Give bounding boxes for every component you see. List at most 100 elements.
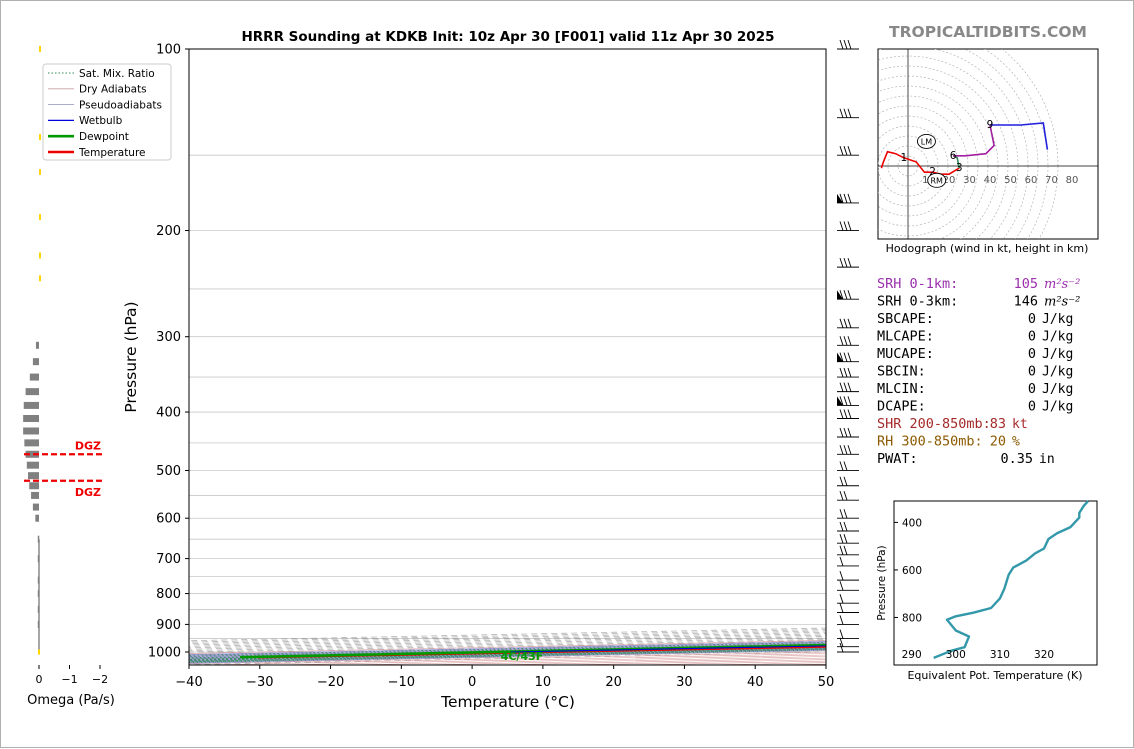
x-tick-label: 50 xyxy=(818,675,835,690)
barb-feather xyxy=(848,368,851,377)
omega-bar xyxy=(23,427,39,434)
wind-barb xyxy=(837,546,859,555)
barb-feather xyxy=(848,383,851,392)
omega-bar xyxy=(38,621,40,628)
legend-label: Pseudoadiabats xyxy=(79,99,162,111)
omega-bar xyxy=(29,482,39,489)
barb-feather xyxy=(848,146,851,155)
omega-bar xyxy=(27,462,39,469)
barb-feather xyxy=(840,222,843,231)
wind-barb xyxy=(837,146,859,155)
parameter-unit: m²s⁻² xyxy=(1044,295,1080,310)
omega-bar xyxy=(24,402,39,409)
hodograph-height-label: 6 xyxy=(950,150,957,162)
omega-bar-positive xyxy=(39,252,41,258)
wind-barb xyxy=(837,353,859,362)
parameter-row: RH 300-850mb:20% xyxy=(877,434,1020,450)
theta-e-frame xyxy=(894,501,1097,665)
parameter-unit: J/kg xyxy=(1042,347,1073,362)
hodograph-ring-label: 50 xyxy=(1004,175,1017,186)
x-tick-label: −40 xyxy=(175,675,202,690)
parameter-label: MUCAPE: xyxy=(877,346,934,362)
x-tick-label: 0 xyxy=(468,675,476,690)
parameter-label: PWAT: xyxy=(877,451,918,467)
barb-feather xyxy=(840,336,843,345)
barb-feather xyxy=(844,258,847,267)
hodograph-caption: Hodograph (wind in kt, height in km) xyxy=(886,242,1089,255)
y-tick-label: 100 xyxy=(156,43,181,58)
x-tick-label: −30 xyxy=(246,675,273,690)
wind-barb xyxy=(837,638,859,647)
barb-feather xyxy=(840,445,843,454)
wind-barb xyxy=(837,522,859,531)
theta-e-x-tick-label: 290 xyxy=(902,649,922,661)
plot-frame xyxy=(189,49,826,665)
omega-bar-positive xyxy=(39,46,41,52)
y-axis-title: Pressure (hPa) xyxy=(122,301,140,412)
barb-feather xyxy=(840,40,843,49)
theta-e-xlabel: Equivalent Pot. Temperature (K) xyxy=(907,669,1082,682)
parameter-unit: J/kg xyxy=(1042,365,1073,380)
barb-feather xyxy=(844,396,847,405)
barb-feather xyxy=(844,353,847,362)
omega-tick-label: −2 xyxy=(92,673,108,686)
barb-feather xyxy=(844,109,847,118)
wind-barb xyxy=(837,445,859,454)
wind-barb xyxy=(837,290,859,299)
parameter-label: SBCAPE: xyxy=(877,311,934,327)
parameter-unit: J/kg xyxy=(1042,400,1073,415)
omega-bar xyxy=(23,415,39,422)
barb-feather xyxy=(844,290,847,299)
storm-motion-label: LM xyxy=(921,137,932,146)
brand-watermark: TROPICALTIDBITS.COM xyxy=(889,23,1087,41)
wind-barb xyxy=(837,461,859,470)
theta-e-y-tick-label: 800 xyxy=(902,612,922,624)
barb-feather xyxy=(848,353,851,362)
barb-feather xyxy=(848,290,851,299)
wind-barb xyxy=(837,557,859,566)
storm-motion-marker: RM xyxy=(928,173,946,187)
barb-feather xyxy=(844,461,847,470)
surface-temp-label: 4C/43F xyxy=(501,650,544,663)
barb-feather xyxy=(844,534,847,543)
barb-feather xyxy=(848,396,851,405)
barb-feather xyxy=(844,40,847,49)
parameter-label: SHR 200-850mb: xyxy=(877,416,991,432)
y-tick-label: 1000 xyxy=(148,646,181,661)
hodograph-ring-label: 70 xyxy=(1045,175,1058,186)
hodograph: 102030405060708012369LMRM xyxy=(758,16,1098,316)
omega-bar xyxy=(35,515,39,522)
hodograph-ring-label: 80 xyxy=(1066,175,1079,186)
storm-motion-label: RM xyxy=(930,176,943,185)
theta-e-x-tick-label: 320 xyxy=(1034,649,1054,661)
wind-barb xyxy=(837,194,859,203)
chart-title: HRRR Sounding at KDKB Init: 10z Apr 30 [… xyxy=(241,29,774,45)
wind-barb xyxy=(837,258,859,267)
omega-bar xyxy=(38,606,40,613)
barb-feather xyxy=(840,109,843,118)
parameter-value: 20 xyxy=(990,434,1006,450)
barb-feather xyxy=(844,428,847,437)
barb-feather xyxy=(840,319,843,328)
barb-feather xyxy=(840,258,843,267)
parameter-label: SRH 0-3km: xyxy=(877,294,958,310)
parameter-value: 0 xyxy=(1028,346,1036,362)
barb-feather xyxy=(848,222,851,231)
legend-label: Wetbulb xyxy=(79,115,123,127)
parameter-value: 0 xyxy=(1028,381,1036,397)
wind-barb xyxy=(837,581,859,590)
omega-bar xyxy=(30,374,39,381)
omega-bar xyxy=(26,388,39,395)
barb-feather xyxy=(840,630,843,639)
parameter-unit: kt xyxy=(1012,417,1028,432)
omega-bar-positive xyxy=(39,169,41,175)
legend-label: Sat. Mix. Ratio xyxy=(79,68,155,80)
barb-feather xyxy=(848,109,851,118)
legend-label: Dewpoint xyxy=(79,131,129,143)
